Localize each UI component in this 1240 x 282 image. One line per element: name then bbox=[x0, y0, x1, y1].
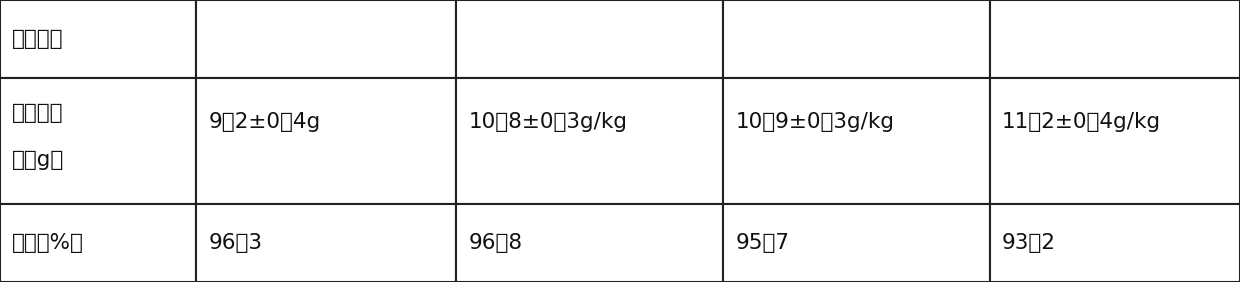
Bar bbox=[196, 0, 456, 78]
Bar bbox=[0, 0, 196, 78]
Text: 10．8±0．3g/kg: 10．8±0．3g/kg bbox=[469, 112, 627, 132]
Text: 绿原酸产: 绿原酸产 bbox=[12, 103, 64, 123]
Text: 96．3: 96．3 bbox=[208, 233, 263, 253]
Text: 10．9±0．3g/kg: 10．9±0．3g/kg bbox=[735, 112, 894, 132]
Text: 95．7: 95．7 bbox=[735, 233, 790, 253]
Bar bbox=[456, 0, 723, 78]
Bar bbox=[990, 78, 1240, 204]
Bar bbox=[723, 78, 990, 204]
Bar bbox=[196, 78, 456, 204]
Bar bbox=[723, 0, 990, 78]
Text: 11．2±0．4g/kg: 11．2±0．4g/kg bbox=[1002, 112, 1161, 132]
Bar bbox=[723, 204, 990, 282]
Bar bbox=[456, 78, 723, 204]
Text: 金银花）: 金银花） bbox=[12, 29, 64, 49]
Text: 纯度（%）: 纯度（%） bbox=[12, 233, 84, 253]
Text: 量（g）: 量（g） bbox=[12, 150, 64, 170]
Bar bbox=[196, 204, 456, 282]
Bar bbox=[0, 78, 196, 204]
Bar bbox=[456, 204, 723, 282]
Bar bbox=[990, 0, 1240, 78]
Text: 9．2±0．4g: 9．2±0．4g bbox=[208, 112, 321, 132]
Text: 93．2: 93．2 bbox=[1002, 233, 1056, 253]
Bar bbox=[990, 204, 1240, 282]
Bar bbox=[0, 204, 196, 282]
Text: 96．8: 96．8 bbox=[469, 233, 523, 253]
